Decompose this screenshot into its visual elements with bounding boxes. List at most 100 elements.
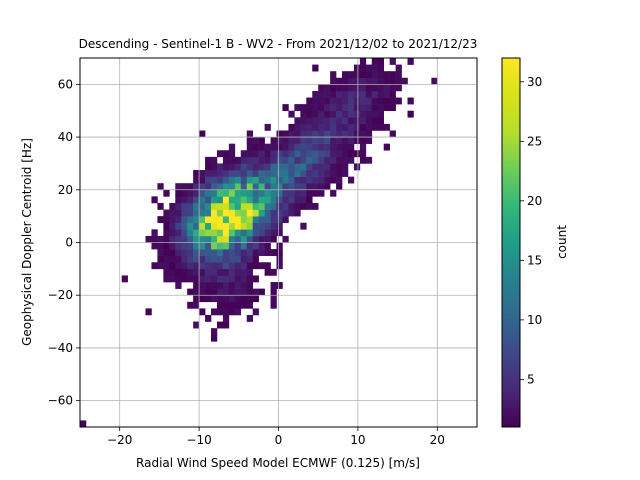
x-tick-label: −10 bbox=[186, 433, 211, 447]
heatmap-cell bbox=[222, 150, 230, 158]
heatmap-cell bbox=[199, 288, 206, 296]
heatmap-cell bbox=[205, 209, 212, 217]
heatmap-cell bbox=[246, 183, 253, 191]
heatmap-cell bbox=[252, 202, 259, 210]
heatmap-cell bbox=[163, 216, 170, 224]
heatmap-cell bbox=[222, 282, 230, 289]
heatmap-cell bbox=[318, 156, 325, 164]
heatmap-cell bbox=[330, 170, 337, 177]
heatmap-cell bbox=[264, 262, 271, 270]
heatmap-cell bbox=[211, 202, 218, 210]
heatmap-cell bbox=[258, 183, 265, 191]
heatmap-cell bbox=[163, 189, 170, 197]
heatmap-cell bbox=[246, 275, 253, 283]
heatmap-cell bbox=[359, 64, 367, 72]
heatmap-cell bbox=[246, 301, 253, 309]
y-axis-ticks: −60 −40 −20 0 20 40 60 bbox=[48, 77, 80, 408]
heatmap-cell bbox=[312, 183, 319, 191]
heatmap-cell bbox=[270, 196, 277, 204]
heatmap-cell bbox=[240, 288, 248, 296]
heatmap-cell bbox=[234, 202, 242, 210]
heatmap-cell bbox=[336, 170, 343, 177]
heatmap-cell bbox=[222, 288, 230, 296]
heatmap-cell bbox=[318, 150, 325, 158]
heatmap-cell bbox=[193, 209, 200, 217]
heatmap-cell bbox=[330, 163, 337, 171]
heatmap-cell bbox=[157, 242, 164, 250]
heatmap-cell bbox=[181, 196, 188, 204]
heatmap-cell bbox=[359, 137, 367, 144]
heatmap-cell bbox=[324, 143, 331, 151]
heatmap-cell bbox=[312, 143, 319, 151]
heatmap-cell bbox=[246, 242, 253, 250]
heatmap-cell bbox=[258, 249, 265, 256]
heatmap-cell bbox=[258, 163, 265, 171]
heatmap-cell bbox=[330, 156, 337, 164]
heatmap-cell bbox=[270, 282, 277, 289]
heatmap-cell bbox=[157, 216, 164, 224]
heatmap-cell bbox=[276, 170, 283, 177]
heatmap-cell bbox=[347, 90, 355, 98]
heatmap-cell bbox=[211, 295, 218, 303]
heatmap-cell bbox=[228, 150, 236, 158]
heatmap-cell bbox=[163, 268, 170, 276]
heatmap-cell bbox=[330, 97, 337, 105]
heatmap-cell bbox=[199, 222, 206, 230]
heatmap-cell bbox=[211, 288, 218, 296]
heatmap-cell bbox=[288, 170, 295, 177]
heatmap-cell bbox=[342, 77, 349, 85]
heatmap-cell bbox=[193, 222, 200, 230]
heatmap-cell bbox=[347, 123, 355, 131]
heatmap-cell bbox=[228, 275, 236, 283]
heatmap-cell bbox=[330, 77, 337, 85]
heatmap-cell bbox=[252, 163, 259, 171]
heatmap-cell bbox=[205, 156, 212, 164]
heatmap-cell bbox=[270, 189, 277, 197]
heatmap-cell bbox=[336, 117, 343, 125]
heatmap-cell bbox=[264, 176, 271, 184]
heatmap-cell bbox=[318, 183, 325, 191]
heatmap-cell bbox=[312, 117, 319, 125]
heatmap-cell bbox=[359, 123, 367, 131]
heatmap-cell bbox=[234, 308, 242, 316]
colorbar-tick-label: 10 bbox=[527, 313, 542, 327]
heatmap-cell bbox=[175, 196, 182, 204]
heatmap-cell bbox=[336, 137, 343, 144]
colorbar-label: count bbox=[555, 225, 569, 259]
heatmap-cell bbox=[252, 216, 259, 224]
heatmap-cell bbox=[371, 110, 379, 118]
heatmap-cell bbox=[187, 209, 194, 217]
heatmap-cell bbox=[264, 150, 271, 158]
heatmap-cell bbox=[175, 229, 182, 237]
heatmap-cell bbox=[252, 209, 259, 217]
heatmap-cell bbox=[199, 268, 206, 276]
heatmap-cell bbox=[199, 275, 206, 283]
heatmap-cell bbox=[234, 262, 242, 270]
heatmap-cell bbox=[270, 249, 277, 256]
heatmap-cell bbox=[294, 196, 301, 204]
heatmap-cell bbox=[306, 117, 313, 125]
heatmap-cell bbox=[246, 196, 253, 204]
heatmap-cell bbox=[336, 97, 343, 105]
heatmap-cell bbox=[258, 262, 265, 270]
heatmap-cell bbox=[199, 209, 206, 217]
heatmap-cell bbox=[193, 176, 200, 184]
heatmap-cell bbox=[330, 130, 337, 138]
heatmap-cell bbox=[222, 189, 230, 197]
heatmap-cell bbox=[377, 64, 384, 72]
heatmap-cell bbox=[270, 216, 277, 224]
heatmap-cell bbox=[240, 176, 248, 184]
colorbar-tick-label: 15 bbox=[527, 253, 542, 267]
heatmap-cell bbox=[234, 235, 242, 243]
heatmap-cell bbox=[359, 77, 367, 85]
heatmap-cell bbox=[199, 170, 206, 177]
heatmap-cell bbox=[276, 216, 283, 224]
heatmap-cell bbox=[336, 176, 343, 184]
heatmap-cell bbox=[312, 163, 319, 171]
heatmap-cell bbox=[216, 196, 224, 204]
heatmap-cell bbox=[330, 150, 337, 158]
heatmap-cell bbox=[383, 97, 390, 105]
heatmap-cell bbox=[181, 262, 188, 270]
heatmap-cell bbox=[193, 242, 200, 250]
heatmap-cell bbox=[306, 176, 313, 184]
